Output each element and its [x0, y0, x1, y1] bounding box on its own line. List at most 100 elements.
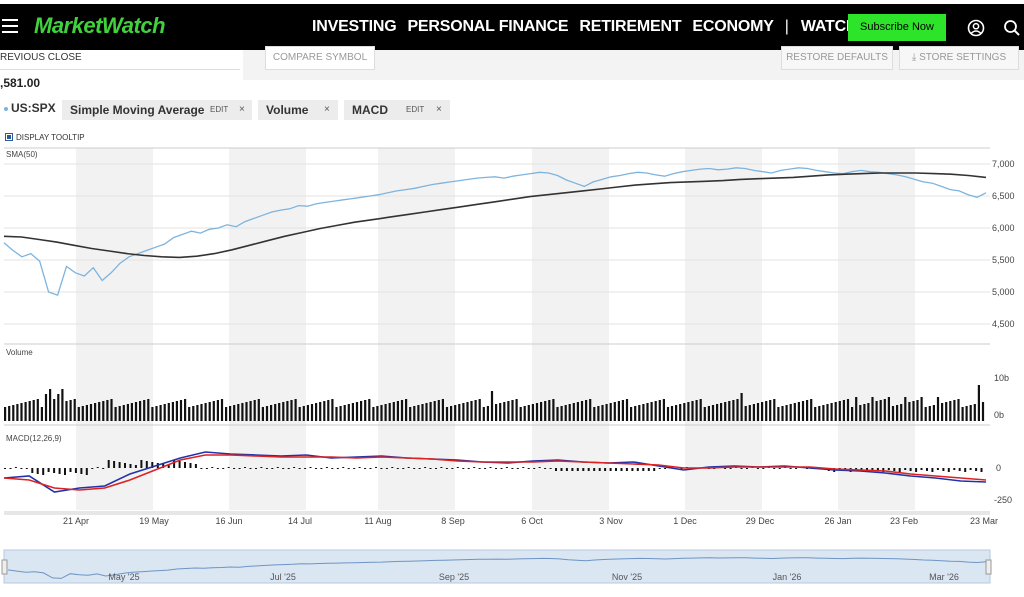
- macd-histogram-bar: [14, 467, 17, 468]
- macd-histogram-bar: [91, 468, 94, 469]
- marketwatch-logo[interactable]: MarketWatch: [34, 13, 166, 38]
- volume-bar: [666, 407, 670, 421]
- volume-bar: [233, 405, 236, 421]
- volume-bar: [126, 404, 129, 421]
- volume-bar: [364, 400, 367, 421]
- macd-histogram-bar: [969, 468, 972, 470]
- volume-bar: [646, 403, 649, 421]
- macd-histogram-bar: [631, 468, 634, 471]
- volume-bar: [679, 404, 682, 421]
- study-close-button[interactable]: ×: [324, 104, 330, 115]
- macd-histogram-bar: [762, 468, 765, 469]
- subscribe-button[interactable]: Subscribe Now: [848, 14, 946, 41]
- volume-bar: [765, 401, 768, 421]
- volume-bar: [871, 397, 874, 421]
- macd-histogram-bar: [947, 468, 950, 472]
- macd-histogram-bar: [844, 468, 847, 471]
- volume-bar: [781, 406, 784, 421]
- volume-bar: [421, 404, 424, 421]
- volume-bar: [282, 402, 285, 421]
- volume-bar: [740, 393, 743, 421]
- user-icon[interactable]: [967, 19, 985, 37]
- x-tick-label: 26 Jan: [824, 516, 851, 526]
- volume-bar: [98, 402, 101, 421]
- volume-bar: [585, 400, 588, 421]
- display-tooltip-toggle[interactable]: DISPLAY TOOLTIP: [5, 133, 85, 142]
- macd-histogram-bar: [20, 468, 23, 469]
- macd-histogram-bar: [882, 468, 885, 472]
- macd-histogram-bar: [134, 465, 137, 468]
- store-settings-button[interactable]: ⤓ STORE SETTINGS: [899, 46, 1019, 70]
- macd-histogram-bar: [691, 468, 694, 469]
- compare-symbol-button[interactable]: COMPARE SYMBOL: [265, 46, 375, 70]
- volume-bar: [106, 400, 109, 421]
- macd-histogram-bar: [816, 467, 819, 468]
- volume-bar: [621, 400, 624, 421]
- volume-bar: [53, 399, 56, 421]
- volume-bar: [499, 403, 502, 421]
- nav-economy[interactable]: ECONOMY: [692, 18, 774, 35]
- macd-histogram-bar: [642, 468, 645, 471]
- macd-histogram-bar: [833, 468, 836, 472]
- volume-bar: [552, 399, 555, 421]
- volume-bar: [675, 405, 678, 421]
- macd-histogram-bar: [500, 468, 503, 469]
- navigator-label: Nov '25: [612, 572, 642, 582]
- study-edit-button[interactable]: EDIT: [406, 105, 425, 114]
- macd-histogram-bar: [391, 467, 394, 468]
- volume-bar: [891, 406, 895, 421]
- volume-bar: [687, 402, 690, 421]
- background-band: [838, 148, 915, 510]
- legend-symbol: US:SPX: [4, 101, 56, 120]
- volume-bar: [503, 402, 506, 421]
- volume-bar: [908, 402, 911, 421]
- volume-bar: [953, 400, 956, 421]
- study-close-button[interactable]: ×: [436, 104, 442, 115]
- volume-bar: [936, 397, 940, 421]
- volume-bar: [720, 403, 723, 421]
- macd-histogram-bar: [931, 468, 934, 472]
- macd-histogram-bar: [696, 468, 699, 469]
- volume-bar: [36, 399, 39, 421]
- volume-bar: [642, 404, 645, 421]
- volume-bar: [245, 402, 248, 421]
- volume-bar: [175, 401, 178, 421]
- macd-histogram-bar: [680, 468, 683, 469]
- volume-bar: [400, 400, 404, 421]
- background-band: [229, 148, 306, 510]
- search-icon[interactable]: [1003, 19, 1021, 37]
- volume-bar: [535, 403, 539, 421]
- macd-histogram-bar: [320, 468, 323, 469]
- volume-bar: [981, 402, 985, 421]
- volume-bar: [134, 402, 138, 421]
- volume-bar: [294, 399, 297, 421]
- volume-bar: [826, 404, 829, 421]
- volume-bar: [392, 402, 395, 421]
- study-edit-button[interactable]: EDIT: [210, 105, 229, 114]
- study-chip-sma: Simple Moving Average EDIT ×: [62, 100, 252, 120]
- macd-histogram-bar: [222, 468, 225, 469]
- volume-bar: [924, 407, 927, 421]
- nav-personal-finance[interactable]: PERSONAL FINANCE: [407, 18, 569, 35]
- study-chip-macd: MACD EDIT ×: [344, 100, 450, 120]
- volume-bar: [556, 407, 559, 421]
- volume-bar: [572, 403, 575, 421]
- restore-defaults-button[interactable]: RESTORE DEFAULTS: [781, 46, 893, 70]
- nav-investing[interactable]: INVESTING: [312, 18, 397, 35]
- volume-bar: [527, 405, 530, 421]
- nav-retirement[interactable]: RETIREMENT: [579, 18, 682, 35]
- menu-icon[interactable]: [2, 19, 18, 33]
- volume-bar: [171, 402, 174, 421]
- volume-bar: [605, 404, 608, 421]
- study-close-button[interactable]: ×: [239, 104, 245, 115]
- macd-histogram-bar: [435, 468, 437, 469]
- volume-bar: [887, 397, 890, 421]
- macd-histogram-bar: [325, 467, 328, 468]
- volume-bar: [490, 391, 494, 421]
- macd-histogram-bar: [898, 468, 901, 472]
- macd-histogram-bar: [36, 468, 39, 474]
- macd-histogram-bar: [593, 468, 596, 471]
- y-tick-label: 6,000: [992, 223, 1015, 233]
